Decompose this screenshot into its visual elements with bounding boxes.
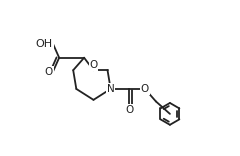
- Text: O: O: [89, 60, 98, 70]
- Text: N: N: [107, 84, 114, 94]
- Text: O: O: [45, 67, 53, 77]
- Text: OH: OH: [36, 39, 53, 49]
- Text: O: O: [141, 84, 149, 94]
- Text: O: O: [125, 105, 133, 115]
